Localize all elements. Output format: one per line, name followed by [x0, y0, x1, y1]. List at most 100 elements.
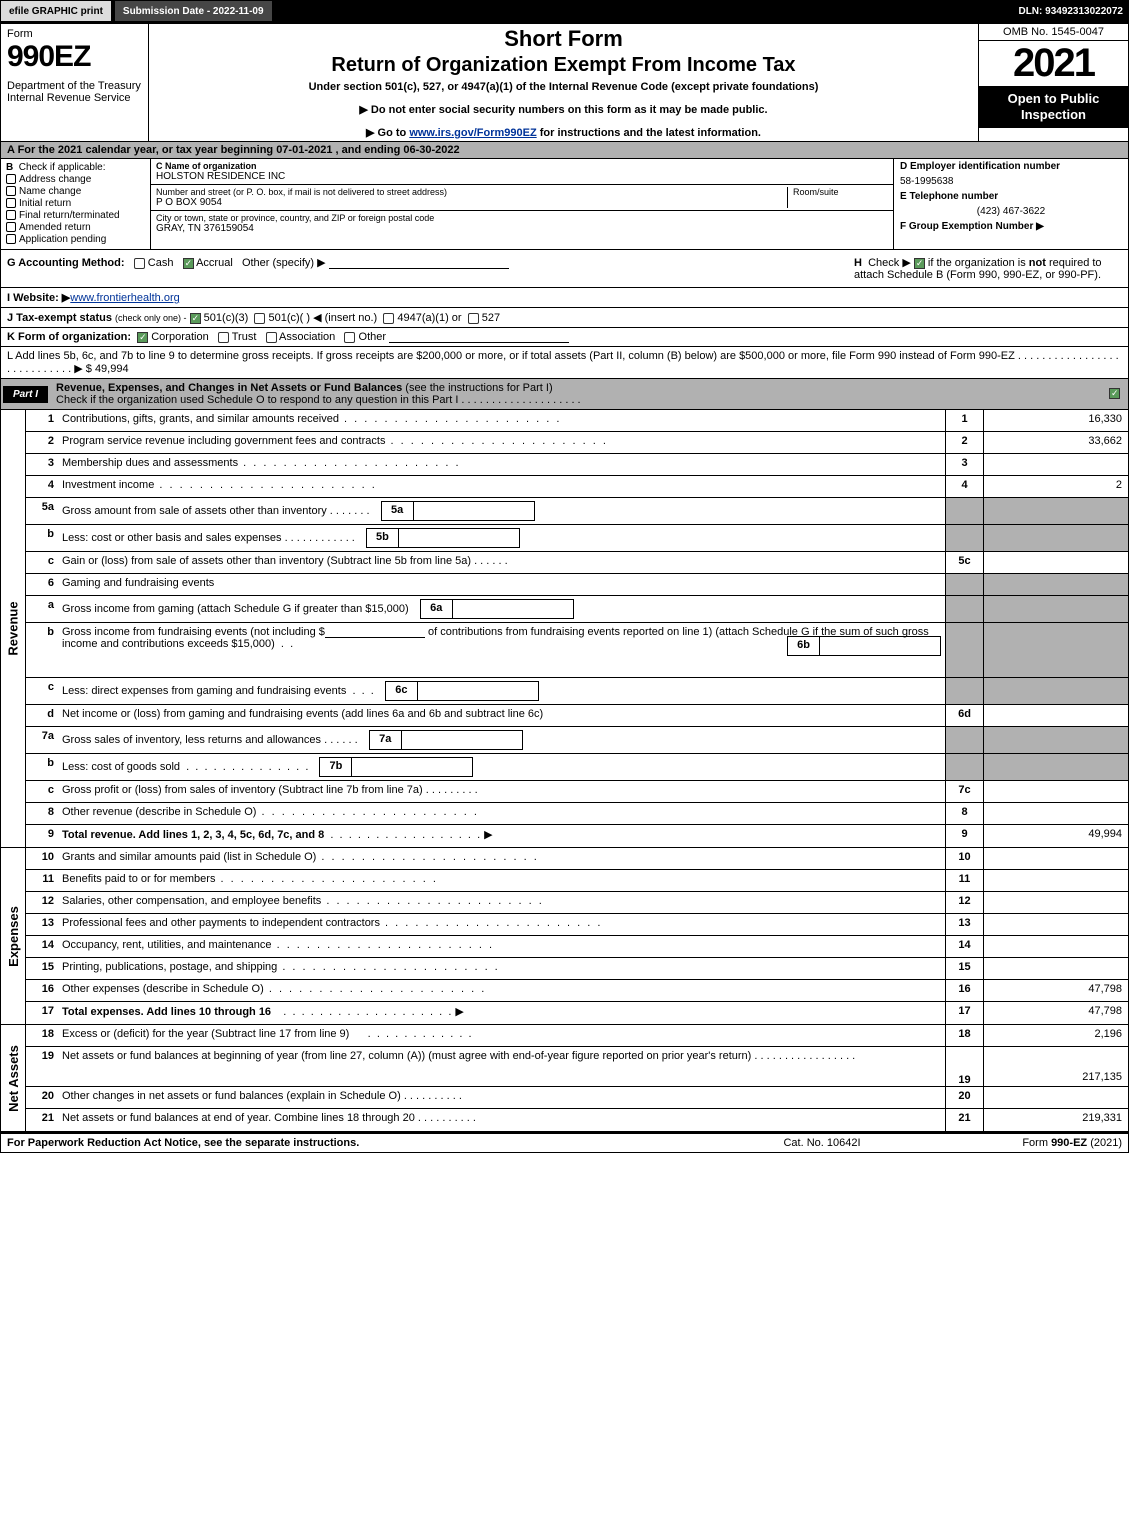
dln-label: DLN: 93492313022072	[1012, 0, 1129, 22]
top-bar: efile GRAPHIC print Submission Date - 20…	[0, 0, 1129, 22]
city-value: GRAY, TN 376159054	[156, 223, 888, 234]
revenue-side-label: Revenue	[1, 410, 26, 847]
line-9: 9 Total revenue. Add lines 1, 2, 3, 4, 5…	[26, 825, 1128, 847]
net-assets-side-label: Net Assets	[1, 1025, 26, 1131]
org-name-row: C Name of organization HOLSTON RESIDENCE…	[151, 159, 893, 185]
line-18: 18 Excess or (deficit) for the year (Sub…	[26, 1025, 1128, 1047]
chk-application-pending[interactable]: Application pending	[6, 234, 145, 245]
goto-post: for instructions and the latest informat…	[537, 127, 761, 139]
section-c: C Name of organization HOLSTON RESIDENCE…	[151, 159, 893, 249]
form-number: 990EZ	[7, 40, 142, 74]
org-name-label: C Name of organization	[156, 161, 888, 171]
section-gh: G Accounting Method: Cash Accrual Other …	[0, 250, 1129, 288]
chk-address-change[interactable]: Address change	[6, 174, 145, 185]
other-org-input[interactable]	[389, 331, 569, 343]
goto-pre: ▶ Go to	[366, 127, 409, 139]
expenses-side-label: Expenses	[1, 848, 26, 1024]
chk-h[interactable]	[914, 258, 925, 269]
page-footer: For Paperwork Reduction Act Notice, see …	[0, 1132, 1129, 1153]
line-k: K Form of organization: Corporation Trus…	[0, 328, 1129, 347]
chk-amended-return[interactable]: Amended return	[6, 222, 145, 233]
line-4-value: 2	[983, 476, 1128, 497]
line-1-value: 16,330	[983, 410, 1128, 431]
chk-corporation[interactable]	[137, 332, 148, 343]
line-5c: c Gain or (loss) from sale of assets oth…	[26, 552, 1128, 574]
chk-other-org[interactable]	[344, 332, 355, 343]
line-12: 12 Salaries, other compensation, and emp…	[26, 892, 1128, 914]
group-exemption: F Group Exemption Number ▶	[894, 219, 1128, 234]
section-bcdef: B Check if applicable: Address change Na…	[0, 159, 1129, 250]
header-right: OMB No. 1545-0047 2021 Open to Public In…	[978, 24, 1128, 141]
note-ssn: ▶ Do not enter social security numbers o…	[155, 103, 972, 116]
line-6a-input[interactable]	[453, 600, 573, 618]
chk-501c3[interactable]	[190, 313, 201, 324]
line-5a-input[interactable]	[414, 502, 534, 520]
street-label: Number and street (or P. O. box, if mail…	[156, 187, 782, 197]
line-8: 8 Other revenue (describe in Schedule O)…	[26, 803, 1128, 825]
phone-value: (423) 467-3622	[894, 204, 1128, 219]
line-7a-input[interactable]	[402, 731, 522, 749]
line-18-value: 2,196	[983, 1025, 1128, 1046]
submission-date-label: Submission Date - 2022-11-09	[114, 0, 273, 22]
line-5b-input[interactable]	[399, 529, 519, 547]
ein-label: D Employer identification number	[894, 159, 1128, 174]
chk-name-change[interactable]: Name change	[6, 186, 145, 197]
street-row: Number and street (or P. O. box, if mail…	[151, 185, 893, 211]
chk-4947[interactable]	[383, 313, 394, 324]
city-label: City or town, state or province, country…	[156, 213, 888, 223]
street-value: P O BOX 9054	[156, 197, 782, 208]
line-19: 19 Net assets or fund balances at beginn…	[26, 1047, 1128, 1087]
main-title: Return of Organization Exempt From Incom…	[155, 54, 972, 77]
under-section-text: Under section 501(c), 527, or 4947(a)(1)…	[155, 81, 972, 93]
efile-print-button[interactable]: efile GRAPHIC print	[0, 0, 112, 22]
form-header: Form 990EZ Department of the Treasury In…	[0, 22, 1129, 142]
chk-501c[interactable]	[254, 313, 265, 324]
form-footer-label: Form 990-EZ (2021)	[922, 1137, 1122, 1149]
website-link[interactable]: www.frontierhealth.org	[70, 292, 179, 304]
chk-final-return[interactable]: Final return/terminated	[6, 210, 145, 221]
line-1: 1 Contributions, gifts, grants, and simi…	[26, 410, 1128, 432]
part-i-tag: Part I	[3, 386, 48, 403]
line-17-value: 47,798	[983, 1002, 1128, 1024]
other-specify-input[interactable]	[329, 257, 509, 269]
chk-association[interactable]	[266, 332, 277, 343]
part-i-check[interactable]	[1109, 388, 1128, 399]
line-6a: a Gross income from gaming (attach Sched…	[26, 596, 1128, 623]
line-6b: b Gross income from fundraising events (…	[26, 623, 1128, 678]
line-g: G Accounting Method: Cash Accrual Other …	[1, 250, 848, 287]
line-20: 20 Other changes in net assets or fund b…	[26, 1087, 1128, 1109]
section-def: D Employer identification number 58-1995…	[893, 159, 1128, 249]
ein-value: 58-1995638	[894, 174, 1128, 189]
chk-initial-return[interactable]: Initial return	[6, 198, 145, 209]
header-left: Form 990EZ Department of the Treasury In…	[1, 24, 149, 141]
line-6d: d Net income or (loss) from gaming and f…	[26, 705, 1128, 727]
phone-label: E Telephone number	[894, 189, 1128, 204]
department-label: Department of the Treasury Internal Reve…	[7, 80, 142, 104]
line-4: 4 Investment income 4 2	[26, 476, 1128, 498]
expenses-table: Expenses 10 Grants and similar amounts p…	[0, 848, 1129, 1025]
line-2: 2 Program service revenue including gove…	[26, 432, 1128, 454]
line-9-value: 49,994	[983, 825, 1128, 847]
city-row: City or town, state or province, country…	[151, 211, 893, 236]
line-h: H Check ▶ if the organization is not req…	[848, 250, 1128, 287]
net-assets-table: Net Assets 18 Excess or (deficit) for th…	[0, 1025, 1129, 1132]
note-goto: ▶ Go to www.irs.gov/Form990EZ for instru…	[155, 126, 972, 139]
line-6c-input[interactable]	[418, 682, 538, 700]
chk-527[interactable]	[468, 313, 479, 324]
line-6b-input[interactable]	[820, 637, 940, 655]
line-7c: c Gross profit or (loss) from sales of i…	[26, 781, 1128, 803]
chk-trust[interactable]	[218, 332, 229, 343]
header-center: Short Form Return of Organization Exempt…	[149, 24, 978, 141]
part-i-desc: Revenue, Expenses, and Changes in Net As…	[50, 379, 1109, 409]
line-7b-input[interactable]	[352, 758, 472, 776]
irs-link[interactable]: www.irs.gov/Form990EZ	[409, 127, 536, 139]
room-label: Room/suite	[793, 187, 888, 197]
line-6b-contrib-input[interactable]	[325, 626, 425, 638]
line-7a: 7a Gross sales of inventory, less return…	[26, 727, 1128, 754]
line-7b: b Less: cost of goods sold . . . . . . .…	[26, 754, 1128, 781]
line-10: 10 Grants and similar amounts paid (list…	[26, 848, 1128, 870]
chk-accrual[interactable]	[183, 258, 194, 269]
line-a: A For the 2021 calendar year, or tax yea…	[0, 142, 1129, 159]
chk-cash[interactable]	[134, 258, 145, 269]
line-19-value: 217,135	[983, 1047, 1128, 1086]
